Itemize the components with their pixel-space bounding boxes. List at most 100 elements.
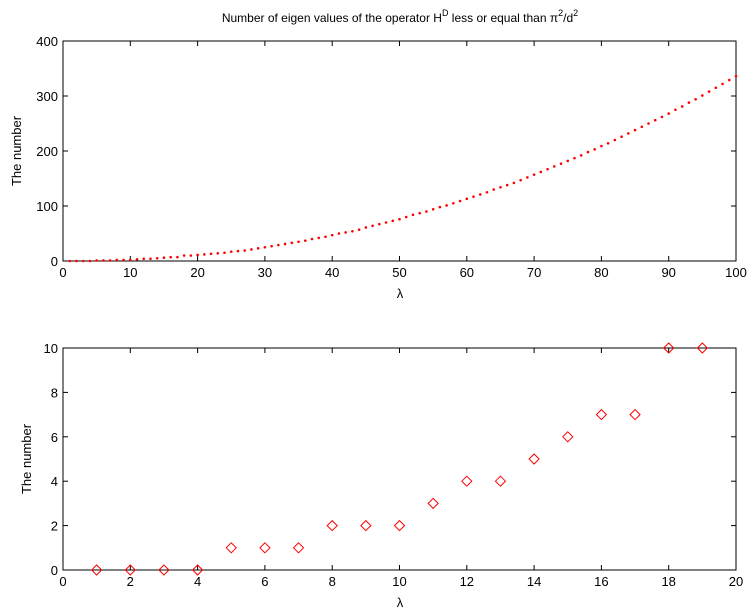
chart-2-xtick-label: 4: [194, 574, 201, 589]
chart-1-point: [431, 208, 435, 211]
chart-1-point: [149, 257, 152, 261]
chart-1-point: [411, 213, 415, 217]
chart-1-point: [539, 170, 543, 174]
chart-2-point: [360, 519, 372, 532]
chart-1-point: [162, 256, 166, 260]
chart-1-point: [519, 178, 522, 182]
chart-2-point: [696, 342, 709, 354]
chart-1-point: [499, 186, 502, 189]
chart-1-point: [573, 156, 576, 160]
chart-1-point: [667, 112, 670, 115]
chart-1-point: [727, 78, 731, 82]
chart-1-xtick-label: 80: [594, 265, 608, 280]
chart-1-point: [640, 125, 644, 129]
chart-1-point: [344, 231, 347, 234]
chart-1-point: [627, 132, 630, 135]
chart-1-point: [425, 210, 428, 213]
chart-1-point: [75, 259, 78, 263]
chart-2-point: [225, 542, 237, 554]
chart-1-point: [337, 232, 341, 235]
chart-1-xtick-label: 30: [258, 265, 272, 280]
chart-1-point: [216, 252, 220, 255]
chart-1-point: [452, 201, 455, 205]
chart-1-point: [485, 190, 489, 194]
chart-2-point: [595, 408, 608, 421]
chart-1-point: [68, 259, 72, 263]
chart-1-point: [384, 221, 388, 224]
chart-1-point: [310, 237, 314, 241]
chart-2-xtick-label: 18: [661, 574, 675, 589]
chart-1-point: [209, 252, 213, 256]
chart-1-point: [680, 105, 684, 108]
chart-2-ytick-label: 8: [51, 385, 58, 400]
chart-1-point: [552, 165, 556, 168]
chart-1-point: [277, 243, 280, 247]
chart-1-point: [324, 235, 327, 239]
chart-1-xtick-label: 90: [661, 265, 675, 280]
chart-1-point: [586, 150, 590, 154]
chart-1-point: [122, 258, 125, 262]
chart-2-point: [124, 564, 137, 576]
chart-1-point: [458, 199, 462, 203]
chart-1-point: [135, 258, 139, 261]
chart-1-point: [371, 224, 374, 228]
chart-1-point: [404, 215, 408, 219]
chart-1-point: [351, 230, 354, 233]
chart-1-point: [129, 258, 132, 262]
chart-1-point: [357, 228, 361, 231]
chart-1-xtick-label: 20: [190, 265, 204, 280]
chart-1-point: [701, 94, 704, 97]
chart-1-xlabel: λ: [397, 286, 404, 301]
chart-1-point: [633, 128, 637, 132]
chart-1-point: [283, 242, 287, 246]
chart-1-point: [263, 245, 267, 249]
chart-2-ytick-label: 2: [51, 519, 58, 534]
chart-1-point: [660, 115, 664, 119]
chart-1-point: [687, 101, 691, 104]
chart-1-point: [330, 233, 334, 237]
chart-2-point: [461, 475, 473, 487]
chart-1-point: [378, 222, 381, 226]
chart-1-point: [707, 90, 711, 93]
chart-1-point: [142, 257, 146, 261]
chart-1-xtick-label: 70: [527, 265, 541, 280]
chart-1-point: [418, 211, 421, 215]
chart-1-ytick-label: 200: [36, 144, 58, 159]
chart-2-xlabel: λ: [397, 595, 404, 610]
chart-1-point: [445, 204, 448, 207]
chart-2-ylabel: The number: [19, 423, 34, 494]
chart-1-point: [606, 142, 610, 145]
chart-2-xtick-label: 14: [527, 574, 541, 589]
chart-1-marks: [68, 74, 738, 263]
chart-2-xtick-label: 12: [460, 574, 474, 589]
chart-1-point: [653, 118, 657, 122]
chart-1-xtick-label: 40: [325, 265, 339, 280]
chart-1-point: [694, 98, 697, 101]
chart-2-point: [662, 342, 675, 354]
chart-1-point: [81, 259, 85, 263]
chart-1-point: [229, 250, 233, 253]
chart-1-point: [243, 249, 247, 252]
chart-1-point: [647, 122, 650, 125]
chart-2-point: [629, 408, 641, 421]
chart-1-point: [579, 154, 583, 157]
chart-1-axes: 0 10 20 30 40 50 60 70 80 90 100 0 100 200 300 400 λ Th…: [9, 34, 747, 301]
chart-1-point: [734, 74, 738, 78]
chart-1-point: [270, 244, 273, 248]
chart-1-point: [189, 254, 193, 257]
chart-1-frame: [62, 40, 737, 262]
chart-1-point: [546, 167, 549, 171]
chart-1-xtick-label: 0: [59, 265, 66, 280]
chart-2-point: [191, 564, 204, 576]
chart-1-point: [721, 82, 724, 86]
chart-1-point: [115, 258, 119, 262]
chart-1-point: [566, 159, 570, 163]
chart-1-point: [297, 240, 300, 244]
chart-1-point: [465, 197, 469, 201]
chart-1-point: [526, 176, 529, 179]
chart-1-point: [176, 255, 179, 259]
chart-2-point: [393, 519, 406, 532]
chart-1-ticks: 0 10 20 30 40 50 60 70 80 90 100 0 100 200 300 400: [36, 34, 747, 280]
chart-1-point: [108, 259, 112, 262]
chart-1-point: [613, 138, 617, 142]
